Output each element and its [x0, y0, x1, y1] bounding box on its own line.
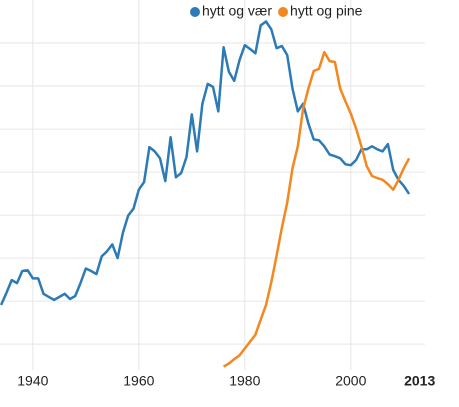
legend-label: hytt og pine — [290, 3, 363, 19]
x-tick-label: 2000 — [335, 373, 366, 389]
legend: hytt og vær hytt og pine — [190, 3, 363, 19]
line — [222, 50, 411, 368]
x-tick-label: 1980 — [229, 373, 260, 389]
x-tick-label: 1940 — [17, 373, 48, 389]
legend-marker — [278, 7, 289, 17]
line — [0, 20, 411, 306]
legend-label: hytt og vær — [202, 3, 272, 19]
legend-marker — [190, 7, 200, 17]
x-tick-label: 2013 — [404, 373, 435, 389]
x-tick-label: 1960 — [123, 373, 154, 389]
